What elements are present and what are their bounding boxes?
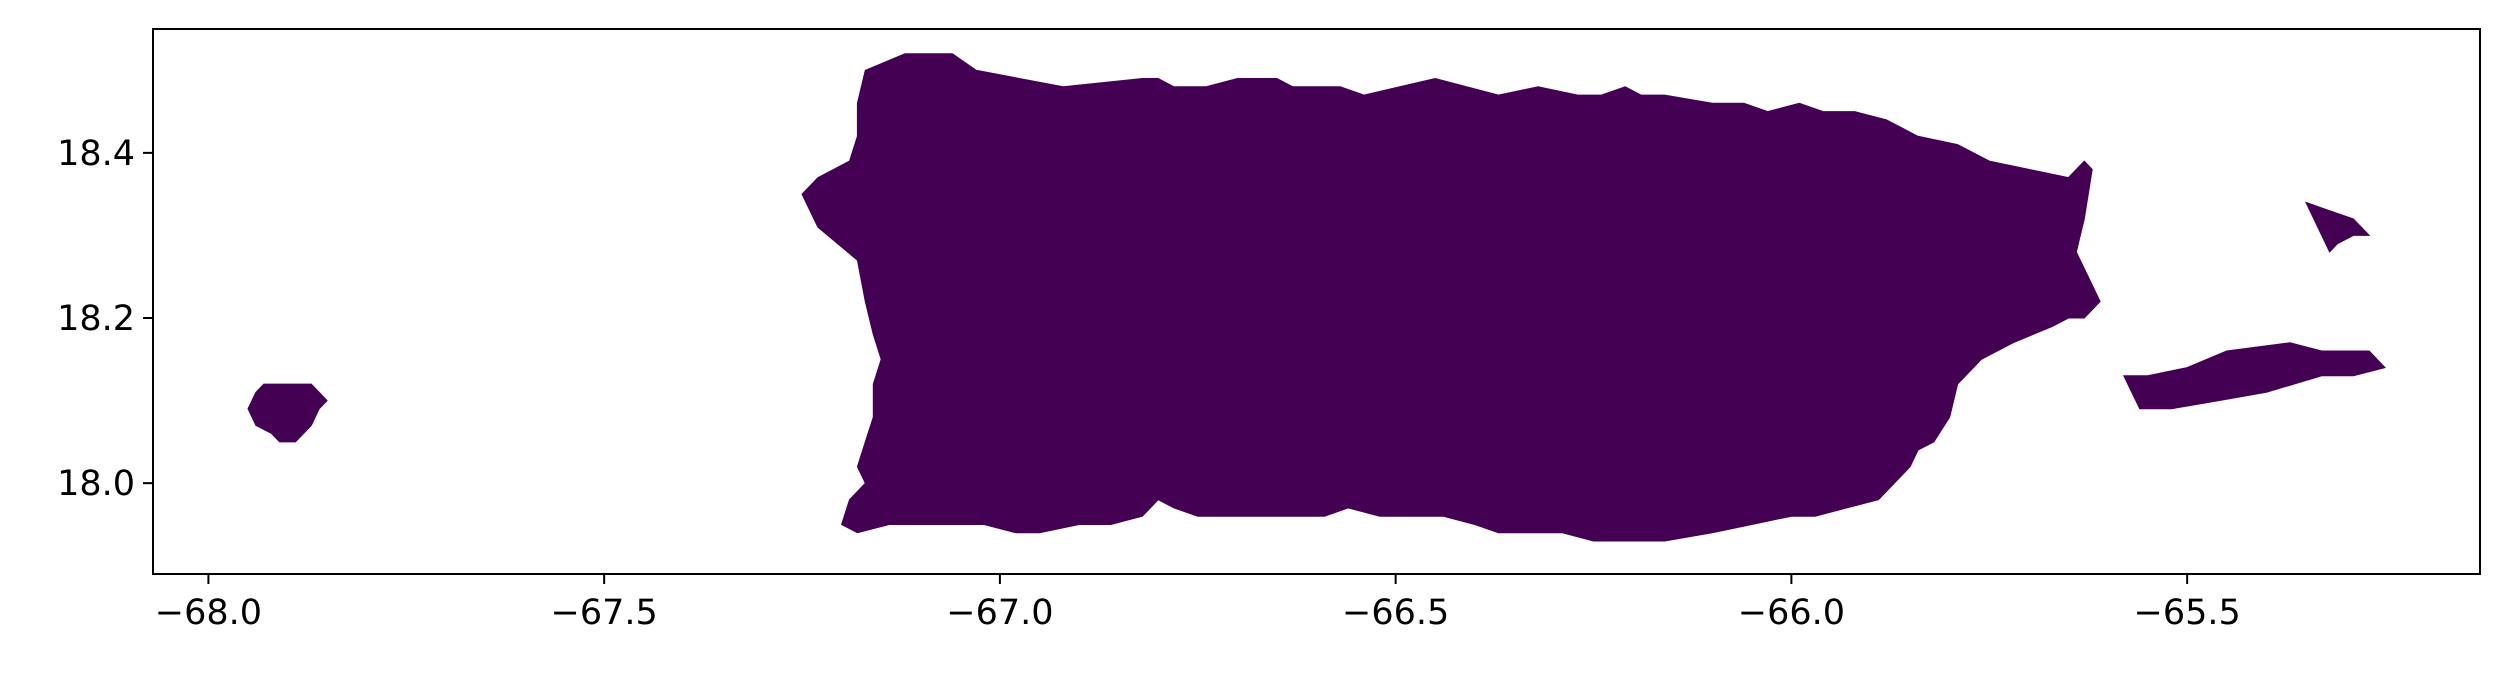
axes-frame: [152, 28, 2481, 575]
x-tick-label: −66.0: [1738, 593, 1845, 633]
puerto-rico-main-island: [801, 53, 2101, 542]
map-shapes: [247, 53, 2386, 542]
x-tick-label: −67.5: [551, 593, 658, 633]
y-tick-label: 18.4: [57, 134, 135, 174]
x-tick-label: −67.0: [946, 593, 1053, 633]
y-axis: 18.0 18.2 18.4: [57, 134, 153, 504]
x-tick-label: −68.0: [155, 593, 262, 633]
mona-island: [247, 383, 328, 443]
y-tick-label: 18.2: [57, 299, 135, 339]
y-tick-label: 18.0: [57, 464, 135, 504]
x-tick-label: −66.5: [1342, 593, 1449, 633]
culebra-island: [2304, 201, 2371, 253]
x-tick-label: −65.5: [2134, 593, 2241, 633]
x-axis: −68.0 −67.5 −67.0 −66.5 −66.0 −65.5: [155, 574, 2241, 633]
vieques-island: [2123, 342, 2386, 410]
